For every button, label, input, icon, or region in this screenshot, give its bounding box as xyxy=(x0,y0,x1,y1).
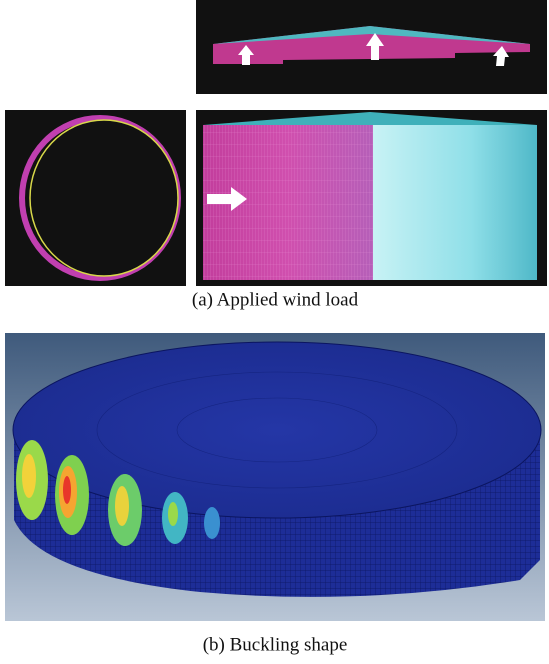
leeward-shell xyxy=(373,125,537,280)
buckle-peak xyxy=(63,476,71,504)
buckle-core xyxy=(115,486,129,526)
figure: (a) Applied wind load (b) Buckling shape xyxy=(0,0,549,664)
shell-ring xyxy=(30,120,178,276)
tank-roof xyxy=(13,342,541,518)
buckle-wave xyxy=(204,507,220,539)
buckle-core xyxy=(22,454,36,498)
caption: (b) Buckling shape xyxy=(203,634,348,655)
caption: (a) Applied wind load xyxy=(192,289,359,310)
buckling-view xyxy=(5,333,545,621)
elevation-view xyxy=(196,110,547,286)
roof-view xyxy=(196,0,547,94)
plan-view xyxy=(5,110,186,286)
buckle-core xyxy=(168,502,178,526)
